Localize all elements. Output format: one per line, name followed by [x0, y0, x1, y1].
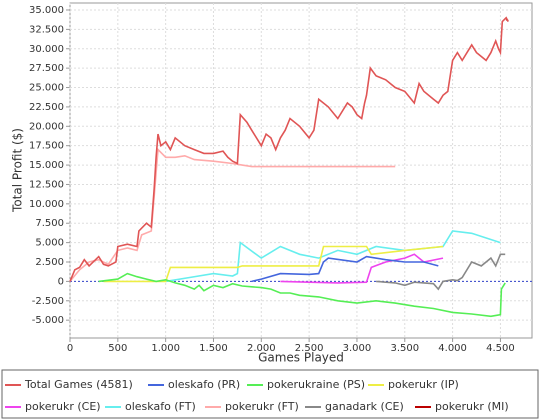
- x-tick-label: 0: [67, 343, 73, 354]
- legend-box: [1, 369, 539, 419]
- x-tick-label: 3.500: [390, 343, 419, 354]
- x-tick-label: 2.000: [247, 343, 276, 354]
- x-tick-label: 3.000: [343, 343, 372, 354]
- y-tick-label: -5.000: [32, 315, 64, 326]
- legend-label: ganadark (CE): [325, 400, 404, 413]
- x-tick-label: 500: [108, 343, 127, 354]
- y-tick-label: 7.500: [35, 218, 64, 229]
- y-tick-label: 5.000: [35, 238, 64, 249]
- x-tick-label: 4.500: [486, 343, 515, 354]
- x-tick-label: 2.500: [295, 343, 324, 354]
- legend-label: pokerukr (IP): [388, 378, 459, 391]
- series-line: [376, 253, 506, 291]
- series-line: [98, 272, 506, 318]
- x-axis-title: Games Played: [258, 351, 344, 365]
- y-tick-label: 30.000: [29, 44, 64, 55]
- y-tick-label: 22.500: [29, 102, 64, 113]
- y-tick-label: -2.500: [32, 296, 64, 307]
- legend-label: pokerukr (CE): [25, 400, 101, 413]
- series-line: [103, 245, 444, 283]
- y-axis-title: Total Profit ($): [11, 128, 25, 213]
- legend-label: pokerukr (FT): [225, 400, 299, 413]
- legend-label: Total Games (4581): [24, 378, 133, 391]
- y-tick-label: 25.000: [29, 83, 64, 94]
- legend-label: oleskafo (FT): [125, 400, 196, 413]
- y-tick-label: 32.500: [29, 24, 64, 35]
- legend-label: oleskafo (PR): [168, 378, 240, 391]
- y-tick-label: 27.500: [29, 63, 64, 74]
- series-line: [280, 253, 444, 284]
- y-tick-label: 35.000: [29, 5, 64, 16]
- y-tick-label: 20.000: [29, 121, 64, 132]
- legend-label: pokerukr (MI): [435, 400, 509, 413]
- legend-label: pokerukraine (PS): [267, 378, 365, 391]
- x-tick-label: 4.000: [438, 343, 467, 354]
- y-tick-label: 2.500: [35, 257, 64, 268]
- series-line: [69, 16, 509, 282]
- y-tick-label: 12.500: [29, 179, 64, 190]
- x-tick-label: 1.500: [199, 343, 228, 354]
- y-tick-label: 10.000: [29, 199, 64, 210]
- x-tick-label: 1.000: [151, 343, 180, 354]
- series-line: [165, 230, 501, 283]
- y-tick-label: 17.500: [29, 141, 64, 152]
- series-line: [251, 255, 439, 283]
- y-tick-label: 0: [58, 276, 64, 287]
- plot-area: [69, 2, 533, 339]
- y-tick-label: 15.000: [29, 160, 64, 171]
